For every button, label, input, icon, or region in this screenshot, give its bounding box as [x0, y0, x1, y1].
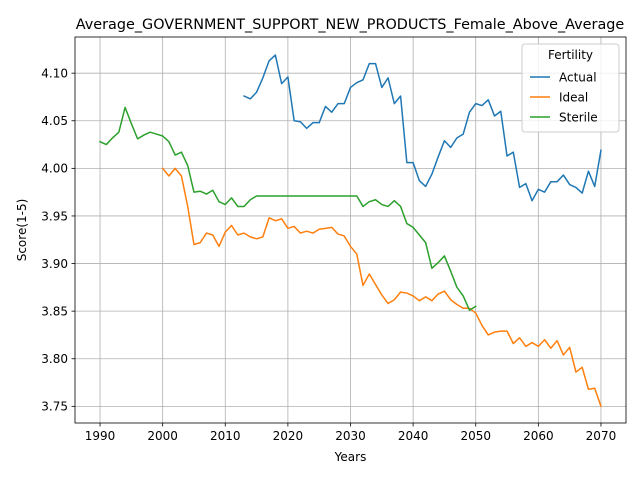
y-tick-label: 3.85 [41, 304, 68, 318]
legend-label-ideal: Ideal [559, 90, 588, 104]
series-line-ideal [161, 167, 602, 408]
x-tick-label: 1990 [85, 429, 116, 443]
legend-label-actual: Actual [559, 70, 597, 84]
y-tick-label: 4.00 [41, 162, 68, 176]
y-tick-label: 3.75 [41, 400, 68, 414]
legend-label-sterile: Sterile [559, 110, 598, 124]
x-tick-label: 2010 [210, 429, 241, 443]
y-tick-label: 4.05 [41, 114, 68, 128]
y-tick-label: 3.95 [41, 209, 68, 223]
x-axis-ticks: 1990 2000 2010 2020 2030 2040 2050 2060 2070 [85, 423, 616, 443]
x-tick-label: 2020 [273, 429, 304, 443]
series-line-actual [243, 54, 602, 202]
series-line-sterile [99, 106, 477, 311]
x-tick-label: 2070 [586, 429, 617, 443]
legend-title: Fertility [548, 48, 593, 62]
legend-items: Actual Ideal Sterile [530, 70, 598, 124]
x-axis-title: Years [334, 450, 367, 464]
legend: Fertility Actual Ideal Sterile [521, 43, 620, 133]
x-tick-label: 2050 [460, 429, 491, 443]
chart-title: Average_GOVERNMENT_SUPPORT_NEW_PRODUCTS_… [76, 17, 625, 33]
y-tick-label: 4.10 [41, 66, 68, 80]
x-tick-label: 2000 [147, 429, 178, 443]
y-tick-label: 3.90 [41, 257, 68, 271]
x-tick-label: 2040 [398, 429, 429, 443]
y-axis-title: Score(1-5) [15, 199, 29, 262]
y-axis-ticks: 3.75 3.80 3.85 3.90 3.95 4.00 4.05 4.10 [41, 66, 75, 414]
x-tick-label: 2060 [523, 429, 554, 443]
x-tick-label: 2030 [335, 429, 366, 443]
y-tick-label: 3.80 [41, 352, 68, 366]
series-lines [99, 54, 602, 408]
legend-box [521, 43, 620, 133]
